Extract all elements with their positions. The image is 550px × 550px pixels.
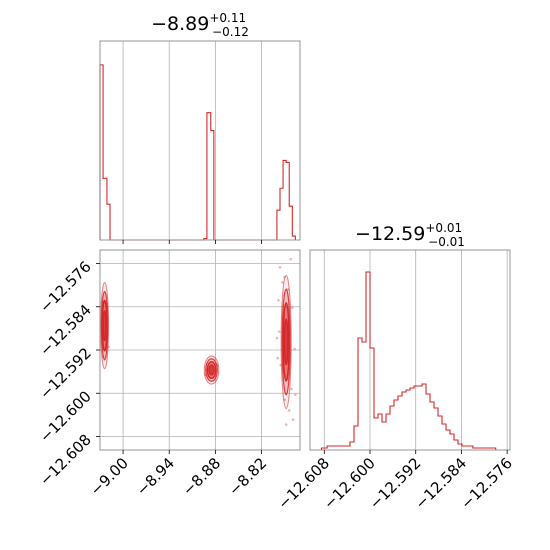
title-param2: −12.59+0.01 −0.01 xyxy=(355,221,465,249)
grid-tl xyxy=(122,41,262,240)
scatter-points xyxy=(101,257,297,426)
scatter-point-9 xyxy=(290,387,293,391)
contour-blob-0-level-3 xyxy=(102,310,107,342)
axes-frame-br xyxy=(309,249,511,451)
panel-hist-param1: −8.89+0.11 −0.12 xyxy=(99,11,301,244)
scatter-point-13 xyxy=(275,336,279,340)
scatter-point-18 xyxy=(289,257,293,261)
ticks-br xyxy=(323,450,508,454)
scatter-point-12 xyxy=(291,418,295,422)
scatter-point-15 xyxy=(281,281,284,284)
scatter-point-19 xyxy=(276,356,279,360)
histogram-param1 xyxy=(99,64,296,241)
panel-hist-param2: −12.608−12.600−12.592−12.584−12.576 −12.… xyxy=(274,221,516,513)
ticks-bl xyxy=(96,263,262,454)
scatter-point-16 xyxy=(284,423,288,426)
x-tick-label-bl-0: −9.00 xyxy=(87,454,132,499)
x-tick-label-bl-1: −8.94 xyxy=(133,454,178,499)
scatter-point-0 xyxy=(278,265,282,269)
axes-frame-tl xyxy=(99,40,301,241)
scatter-point-14 xyxy=(294,393,297,397)
scatter-point-4 xyxy=(291,306,294,310)
scatter-point-6 xyxy=(293,347,296,351)
x-tick-label-bl-3: −8.82 xyxy=(225,454,270,499)
scatter-point-3 xyxy=(277,298,280,302)
histogram-param2 xyxy=(320,271,497,450)
x-tick-labels-bl: −9.00 −8.94 −8.88 −8.82 xyxy=(87,454,271,499)
panel-contour: −9.00 −8.94 −8.88 −8.82 −12.576−12.584−12.5… xyxy=(36,249,301,499)
contour-blob-1-level-3 xyxy=(208,364,215,376)
grid-bl xyxy=(100,250,300,450)
scatter-point-11 xyxy=(287,409,291,412)
grid-br xyxy=(323,250,508,450)
title-param1: −8.89+0.11 −0.12 xyxy=(151,11,249,39)
x-tick-label-bl-2: −8.88 xyxy=(179,454,224,499)
contour-blob-2-level-3 xyxy=(283,318,289,366)
y-tick-labels-bl: −12.576−12.584−12.592−12.600−12.608 xyxy=(36,258,95,490)
contour-blobs xyxy=(100,274,292,410)
scatter-point-17 xyxy=(277,330,281,333)
x-tick-labels-br: −12.608−12.600−12.592−12.584−12.576 xyxy=(274,454,516,513)
ticks-tl xyxy=(122,240,262,244)
